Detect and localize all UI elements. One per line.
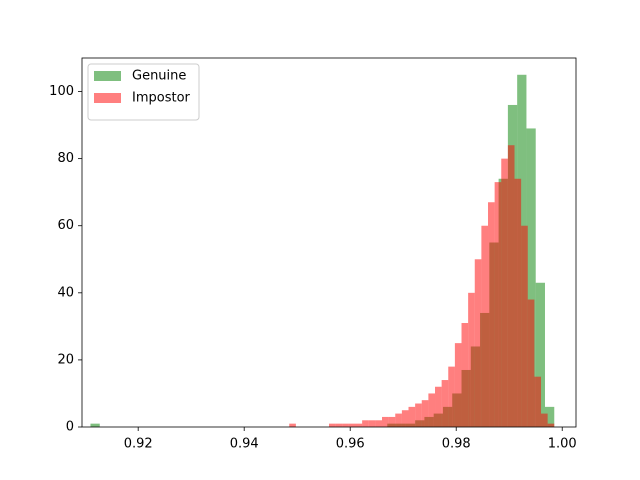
histogram-bar xyxy=(541,413,548,427)
y-tick-label: 60 xyxy=(57,218,74,233)
histogram-bar xyxy=(382,416,389,427)
histogram-bar xyxy=(362,420,369,427)
histogram-bar xyxy=(421,400,429,427)
histogram-bar xyxy=(547,423,555,427)
histogram-bar xyxy=(501,158,508,428)
histogram-bar xyxy=(375,420,383,427)
y-tick-label: 20 xyxy=(57,352,74,367)
histogram-bar xyxy=(355,423,363,427)
x-tick-label: 1.00 xyxy=(548,437,577,452)
histogram-bar xyxy=(408,406,416,427)
histogram-bar xyxy=(507,145,515,427)
legend: Genuine Impostor xyxy=(87,63,200,121)
legend-label: Genuine xyxy=(132,69,186,84)
histogram-bar xyxy=(329,423,336,427)
histogram-bar xyxy=(488,202,495,427)
x-tick-label: 0.96 xyxy=(336,437,365,452)
histogram-bar xyxy=(474,259,482,427)
y-tick-label: 0 xyxy=(66,420,74,435)
histogram-bar xyxy=(526,128,536,428)
histogram-bar xyxy=(415,403,422,427)
y-tick-label: 100 xyxy=(49,84,74,99)
histogram-bar xyxy=(481,225,489,427)
histogram-bar xyxy=(342,423,349,427)
histogram-bar xyxy=(527,299,535,427)
histogram-bar xyxy=(461,323,469,427)
histogram-bar xyxy=(435,386,442,427)
y-tick-label: 40 xyxy=(57,285,74,300)
legend-swatch xyxy=(94,71,121,81)
histogram-bar xyxy=(534,376,542,427)
histogram-bar xyxy=(468,292,475,427)
histogram-bar xyxy=(289,423,296,427)
histogram-bar xyxy=(335,423,343,427)
histogram-bar xyxy=(368,420,376,427)
x-tick-label: 0.98 xyxy=(442,437,471,452)
histogram-bar xyxy=(454,343,462,427)
histogram-bar xyxy=(521,225,528,427)
plot-frame xyxy=(81,57,577,428)
histogram-bar xyxy=(388,416,396,427)
y-tick-label: 80 xyxy=(57,151,74,166)
histogram-bar xyxy=(535,282,545,427)
histogram-bar xyxy=(401,410,409,427)
x-tick-label: 0.94 xyxy=(230,437,259,452)
legend-swatch xyxy=(94,93,121,103)
legend-label: Impostor xyxy=(132,91,191,106)
histogram-bar xyxy=(514,178,522,427)
histogram-bar xyxy=(90,423,100,427)
histogram-bar xyxy=(441,380,449,427)
histogram-bar xyxy=(544,406,555,427)
histogram-bar xyxy=(494,182,502,427)
histogram-bar xyxy=(428,393,436,427)
histogram-bar xyxy=(348,423,356,427)
histogram-bar xyxy=(395,413,402,427)
histogram-bar xyxy=(448,366,455,427)
x-tick-label: 0.92 xyxy=(124,437,153,452)
